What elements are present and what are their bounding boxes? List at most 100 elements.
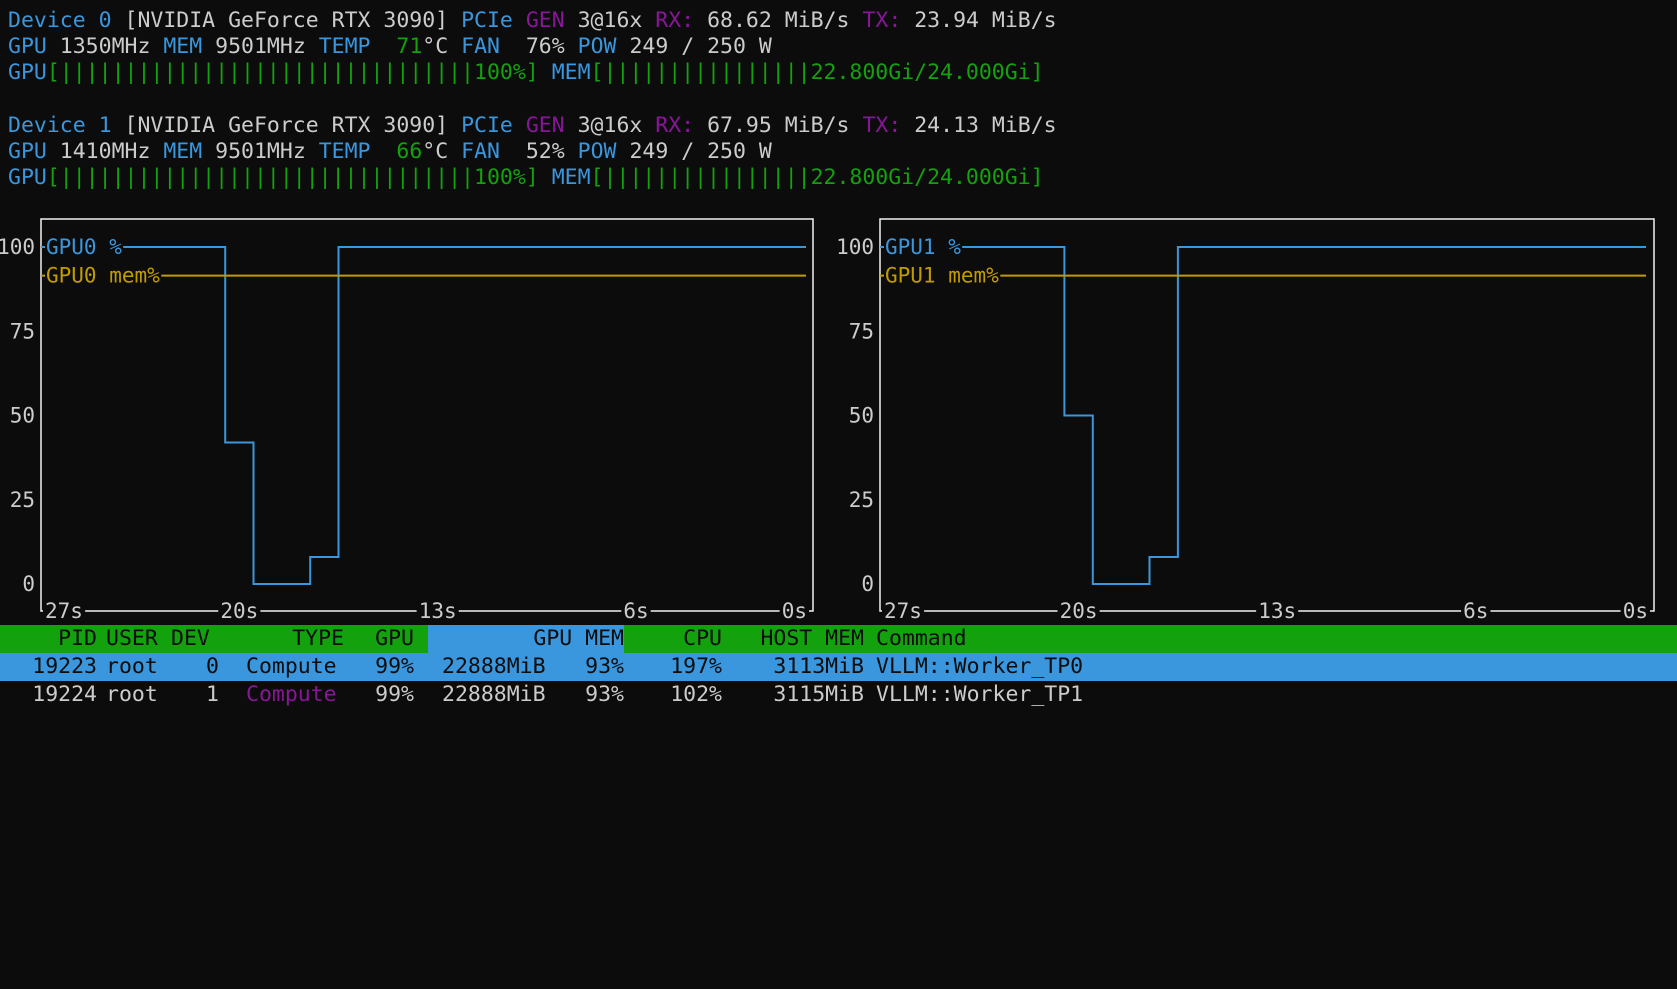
chart-1-series-label-0: GPU1 % <box>885 235 961 259</box>
device-1-gen-label: GEN <box>525 113 565 138</box>
device-0-gpu-util-bar: [||||||||||||||||||||||||||||||||100%] <box>46 60 539 85</box>
chart-1-x-tick-label: 6s <box>1463 599 1488 623</box>
chart-1-x-tick-bg <box>1256 599 1299 623</box>
chart-1-y-tick-label: 100 <box>836 235 874 259</box>
device-1-gen-value: 3@16x <box>577 113 643 138</box>
chart-0-x-tick-bg <box>621 599 651 623</box>
process-command: VLLM::Worker_TP1 <box>876 682 1084 707</box>
process-gpu-mem: 22888MiB <box>442 654 546 679</box>
chart-0-y-tick-label: 25 <box>10 488 35 512</box>
process-row-19224[interactable]: 19224 root 1 Compute 99% 22888MiB 93% 10… <box>0 681 1677 709</box>
device-1-mem-label: MEM <box>163 139 203 164</box>
device-1-pow-label: POW <box>577 139 617 164</box>
device-0-temp-value: 71 <box>396 34 423 59</box>
device-1-mem-bar: [||||||||||||||||22.800Gi/24.000Gi] <box>590 165 1044 190</box>
device-0-tx-value: 23.94 MiB/s <box>914 8 1057 33</box>
col-header-host-mem[interactable]: HOST MEM <box>760 626 864 651</box>
device-0-mem-label: MEM <box>163 34 203 59</box>
chart-0-x-tick-bg <box>416 599 459 623</box>
col-header-gpu-mem[interactable]: GPU MEM <box>533 626 624 651</box>
process-user: root <box>106 682 158 707</box>
chart-0-y-tick-label: 75 <box>10 319 35 343</box>
device-0-mem-bar: [||||||||||||||||22.800Gi/24.000Gi] <box>590 60 1044 85</box>
process-gpu-mem: 22888MiB <box>442 682 546 707</box>
device-1-gpu-label: GPU <box>8 139 47 164</box>
chart-0-series-label-bg-1 <box>45 263 162 288</box>
chart-0-y-tick-label: 100 <box>0 235 35 259</box>
device-1-fan-label: FAN <box>461 139 500 164</box>
device-1-gpu-util-bar: [||||||||||||||||||||||||||||||||100%] <box>46 165 539 190</box>
col-header-command[interactable]: Command <box>876 626 967 651</box>
chart-1-y-tick-label: 0 <box>861 572 874 596</box>
device-0-gen-label: GEN <box>525 8 565 33</box>
device-0-temp-label: TEMP <box>318 34 371 59</box>
chart-1-x-tick-label: 13s <box>1258 599 1296 623</box>
device-1-name: [NVIDIA GeForce RTX 3090] <box>124 113 449 138</box>
process-gpu-mem-pct: 93% <box>585 682 624 707</box>
process-table-header: PID USER DEV TYPE GPU GPU MEM CPU HOST M… <box>0 625 1677 653</box>
col-header-user[interactable]: USER <box>106 626 158 651</box>
chart-1-y-tick-label: 75 <box>849 319 874 343</box>
process-cpu: 197% <box>670 654 722 679</box>
chart-1-series-label-bg-1 <box>884 263 1001 288</box>
device-1-rx-label: RX: <box>655 113 695 138</box>
device-0-fan-label: FAN <box>461 34 500 59</box>
process-host-mem: 3113MiB <box>773 654 864 679</box>
col-header-pid[interactable]: PID <box>58 626 97 651</box>
gpu-history-charts: 100 75 50 25 0 27s 20s 13s 6s 0s GPU0 % GPU0 mem% 10… <box>0 218 1655 623</box>
chart-0-series-label-1: GPU0 mem% <box>46 264 160 288</box>
device-0-gpu-label: GPU <box>8 34 47 59</box>
col-header-dev[interactable]: DEV <box>171 626 210 651</box>
device-0-gpu-clock: 1350MHz <box>59 34 151 59</box>
device-1-rx-value: 67.95 MiB/s <box>707 113 850 138</box>
process-command: VLLM::Worker_TP0 <box>876 654 1084 679</box>
process-host-mem: 3115MiB <box>773 682 864 707</box>
device-0-label: Device 0 <box>8 8 112 33</box>
chart-0-x-tick-bg <box>779 599 809 623</box>
chart-0-series-line-0 <box>41 246 806 585</box>
col-header-cpu[interactable]: CPU <box>683 626 722 651</box>
device-1-temp-label: TEMP <box>318 139 371 164</box>
process-gpu-util: 99% <box>375 654 414 679</box>
device-1-bars-line: GPU[||||||||||||||||||||||||||||||||100%… <box>8 165 1044 191</box>
process-type: Compute <box>246 682 337 707</box>
col-header-type[interactable]: TYPE <box>292 626 344 651</box>
chart-1-x-tick-bg <box>1461 599 1491 623</box>
device-0-mem-bar-label: MEM <box>551 60 591 85</box>
chart-1-y-tick-label: 25 <box>849 488 874 512</box>
device-0-pow-label: POW <box>577 34 617 59</box>
process-dev: 0 <box>206 654 219 679</box>
chart-0-x-tick-bg <box>218 599 261 623</box>
process-row-19223[interactable]: 19223 root 0 Compute 99% 22888MiB 93% 19… <box>0 653 1677 681</box>
device-1-temp-value: 66 <box>396 139 423 164</box>
device-1-gpu-clock: 1410MHz <box>59 139 151 164</box>
chart-1-series-label-bg-0 <box>884 235 963 259</box>
process-cpu: 102% <box>670 682 722 707</box>
device-0-tx-label: TX: <box>862 8 902 33</box>
process-pid: 19224 <box>32 682 97 707</box>
device-0-gpu-bar-label: GPU <box>8 60 47 85</box>
device-1-label: Device 1 <box>8 113 112 138</box>
chart-0-y-tick-label: 0 <box>22 572 35 596</box>
device-0-gen-value: 3@16x <box>577 8 643 33</box>
process-pid: 19223 <box>32 654 97 679</box>
device-0-pcie-label: PCIe <box>461 8 513 33</box>
sort-column-highlight <box>428 625 624 653</box>
device-1-stats-line: GPU 1410MHz MEM 9501MHz TEMP 66°C FAN 52… <box>8 139 772 165</box>
device-1-tx-value: 24.13 MiB/s <box>914 113 1057 138</box>
device-0-mem-clock: 9501MHz <box>215 34 306 59</box>
chart-1-x-tick-label: 0s <box>1623 599 1648 623</box>
device-1-tx-label: TX: <box>862 113 902 138</box>
chart-1-x-tick-bg <box>1057 599 1100 623</box>
process-gpu-util: 99% <box>375 682 414 707</box>
device-0-rx-label: RX: <box>655 8 695 33</box>
device-0-rx-value: 68.62 MiB/s <box>707 8 850 33</box>
process-dev: 1 <box>206 682 219 707</box>
chart-0-x-tick-label: 27s <box>45 599 83 623</box>
device-0-header-line: Device 0 [NVIDIA GeForce RTX 3090] PCIe … <box>8 8 1057 34</box>
device-1-mem-bar-label: MEM <box>551 165 591 190</box>
device-1-temp-unit: °C <box>422 139 449 164</box>
col-header-gpu[interactable]: GPU <box>375 626 414 651</box>
device-0-pow-value: 249 / 250 W <box>629 34 772 59</box>
device-0-temp-unit: °C <box>422 34 449 59</box>
